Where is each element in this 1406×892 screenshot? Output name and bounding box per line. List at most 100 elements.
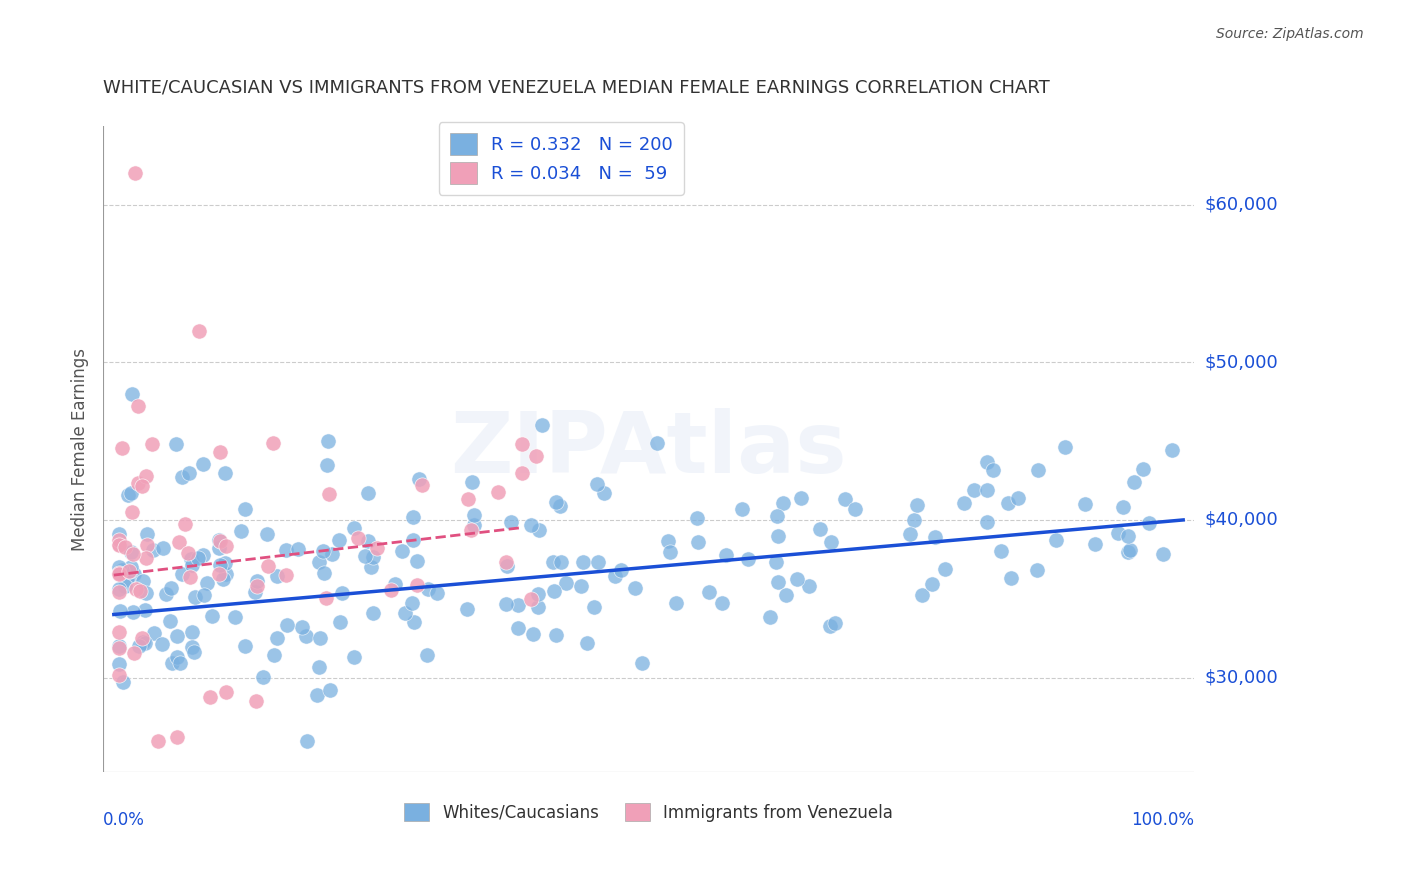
Point [166, 650, 188, 665]
Point [111, 563, 134, 577]
Point [135, 550, 157, 565]
Point [416, 648, 439, 662]
Point [120, 559, 142, 574]
Point [499, 515, 522, 529]
Point [128, 583, 150, 598]
Point [257, 559, 280, 574]
Point [426, 586, 449, 600]
Point [647, 436, 669, 450]
Point [401, 597, 423, 611]
Point [214, 466, 236, 480]
Point [456, 601, 478, 615]
Point [495, 597, 517, 611]
Point [824, 616, 846, 631]
Point [357, 533, 380, 548]
Point [457, 492, 479, 507]
Point [131, 479, 153, 493]
Point [408, 472, 430, 486]
Point [610, 563, 633, 577]
Point [155, 587, 177, 601]
Point [603, 568, 626, 582]
Point [510, 437, 533, 451]
Point [252, 670, 274, 684]
Point [402, 615, 425, 629]
Point [124, 582, 146, 596]
Point [181, 640, 204, 654]
Point [256, 527, 278, 541]
Point [132, 634, 155, 648]
Point [520, 592, 543, 607]
Point [172, 469, 194, 483]
Point [152, 541, 174, 555]
Point [246, 574, 269, 588]
Point [108, 559, 131, 574]
Point [159, 614, 181, 628]
Point [245, 694, 267, 708]
Point [120, 486, 142, 500]
Point [136, 526, 159, 541]
Point [799, 579, 821, 593]
Point [394, 607, 416, 621]
Point [114, 540, 136, 554]
Point [665, 596, 688, 610]
Point [135, 586, 157, 600]
Point [366, 541, 388, 555]
Point [527, 523, 550, 537]
Point [108, 640, 131, 655]
Point [208, 567, 231, 582]
Point [688, 535, 710, 549]
Point [921, 576, 943, 591]
Point [165, 437, 187, 451]
Point [1054, 440, 1077, 454]
Point [224, 609, 246, 624]
Point [543, 583, 565, 598]
Point [162, 656, 184, 670]
Point [134, 636, 156, 650]
Point [193, 588, 215, 602]
Point [524, 449, 547, 463]
Point [976, 455, 998, 469]
Point [312, 566, 335, 580]
Point [1112, 500, 1135, 515]
Point [343, 521, 366, 535]
Y-axis label: Median Female Earnings: Median Female Earnings [72, 348, 89, 550]
Point [122, 646, 145, 660]
Point [530, 418, 553, 433]
Point [243, 585, 266, 599]
Point [170, 567, 193, 582]
Point [1045, 533, 1067, 548]
Point [191, 548, 214, 562]
Point [181, 625, 204, 640]
Point [1116, 545, 1139, 559]
Point [508, 599, 530, 613]
Point [180, 551, 202, 566]
Point [411, 478, 433, 492]
Point [786, 572, 808, 586]
Point [546, 628, 568, 642]
Point [214, 540, 236, 554]
Point [496, 559, 519, 574]
Point [401, 510, 423, 524]
Point [136, 538, 159, 552]
Point [510, 466, 533, 480]
Point [953, 496, 976, 510]
Point [697, 585, 720, 599]
Point [1137, 516, 1160, 530]
Point [593, 485, 616, 500]
Text: $60,000: $60,000 [1205, 196, 1278, 214]
Point [844, 502, 866, 516]
Point [179, 569, 201, 583]
Point [460, 523, 482, 537]
Point [214, 556, 236, 570]
Point [235, 501, 257, 516]
Point [461, 475, 484, 490]
Point [1026, 463, 1049, 477]
Point [108, 582, 131, 596]
Point [686, 511, 709, 525]
Point [631, 656, 654, 670]
Point [737, 552, 759, 566]
Point [934, 561, 956, 575]
Point [312, 544, 335, 558]
Point [309, 631, 332, 645]
Text: ZIPAtlas: ZIPAtlas [450, 408, 846, 491]
